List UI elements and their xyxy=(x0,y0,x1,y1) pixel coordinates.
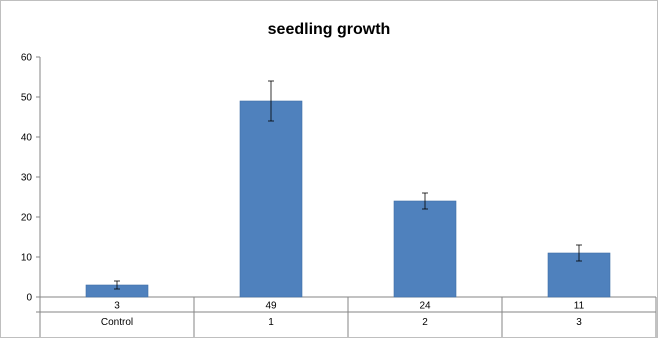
data-table-value: 3 xyxy=(114,301,120,312)
y-tick-label: 50 xyxy=(21,93,33,104)
y-tick-label: 20 xyxy=(21,213,33,224)
x-category-label: 2 xyxy=(422,317,428,328)
data-table-value: 11 xyxy=(574,301,585,312)
bar xyxy=(393,200,457,298)
x-category-label: 3 xyxy=(576,317,582,328)
y-tick-label: 30 xyxy=(21,173,33,184)
y-tick-label: 0 xyxy=(26,293,32,304)
data-table-value: 24 xyxy=(419,301,431,312)
y-tick-label: 40 xyxy=(21,133,33,144)
bar xyxy=(239,100,303,298)
data-table-value: 49 xyxy=(265,301,277,312)
y-tick-label: 10 xyxy=(21,253,33,264)
x-category-label: 1 xyxy=(268,317,274,328)
y-tick-label: 60 xyxy=(21,53,33,64)
x-category-label: Control xyxy=(101,317,133,328)
chart-title: seedling growth xyxy=(267,21,391,38)
